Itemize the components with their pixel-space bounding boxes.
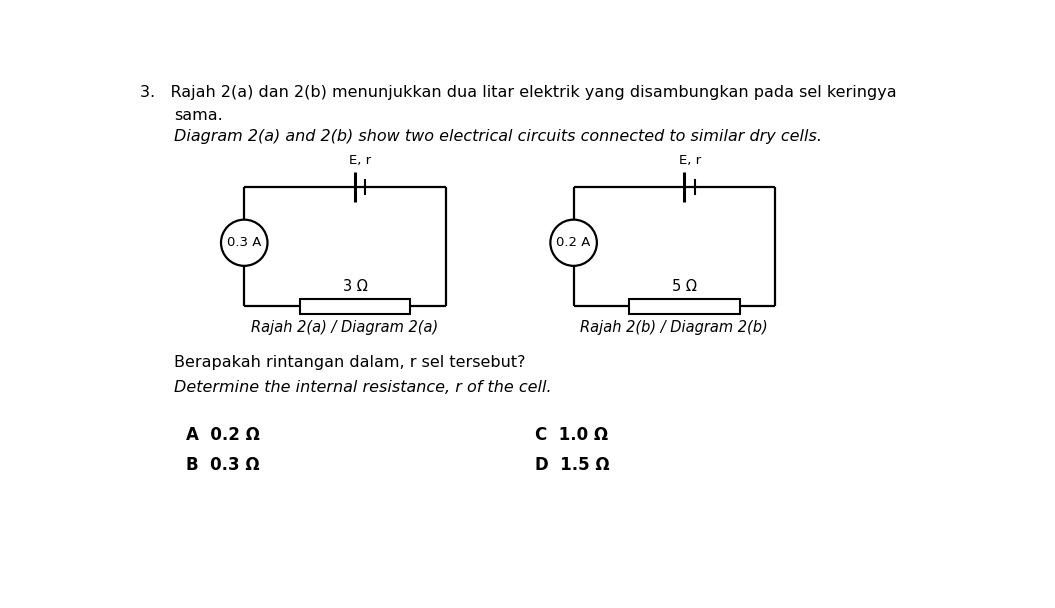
FancyBboxPatch shape bbox=[300, 299, 410, 314]
Text: E, r: E, r bbox=[678, 154, 701, 167]
Text: Rajah 2(b) / Diagram 2(b): Rajah 2(b) / Diagram 2(b) bbox=[580, 320, 768, 335]
Text: 5 Ω: 5 Ω bbox=[672, 279, 697, 294]
Text: Berapakah rintangan dalam, r sel tersebut?: Berapakah rintangan dalam, r sel tersebu… bbox=[174, 355, 526, 370]
Text: 3.   Rajah 2(a) dan 2(b) menunjukkan dua litar elektrik yang disambungkan pada s: 3. Rajah 2(a) dan 2(b) menunjukkan dua l… bbox=[139, 85, 897, 100]
Text: 0.3 A: 0.3 A bbox=[227, 237, 262, 249]
Text: D  1.5 Ω: D 1.5 Ω bbox=[535, 457, 610, 474]
Circle shape bbox=[551, 219, 597, 266]
Text: Diagram 2(a) and 2(b) show two electrical circuits connected to similar dry cell: Diagram 2(a) and 2(b) show two electrica… bbox=[174, 129, 823, 144]
Text: sama.: sama. bbox=[174, 108, 224, 123]
Text: Determine the internal resistance, r of the cell.: Determine the internal resistance, r of … bbox=[174, 380, 552, 395]
Text: C  1.0 Ω: C 1.0 Ω bbox=[535, 426, 608, 444]
Text: A  0.2 Ω: A 0.2 Ω bbox=[186, 426, 260, 444]
Text: E, r: E, r bbox=[349, 154, 371, 167]
Text: Rajah 2(a) / Diagram 2(a): Rajah 2(a) / Diagram 2(a) bbox=[251, 320, 439, 335]
Text: 3 Ω: 3 Ω bbox=[343, 279, 367, 294]
Circle shape bbox=[220, 219, 268, 266]
Text: B  0.3 Ω: B 0.3 Ω bbox=[186, 457, 260, 474]
FancyBboxPatch shape bbox=[629, 299, 740, 314]
Text: 0.2 A: 0.2 A bbox=[556, 237, 591, 249]
